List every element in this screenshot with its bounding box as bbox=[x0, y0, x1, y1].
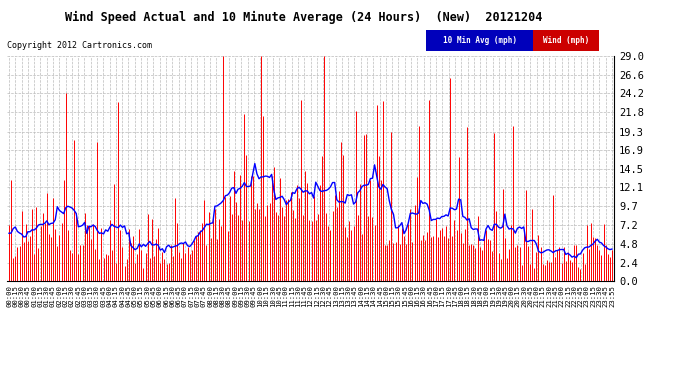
Text: Wind Speed Actual and 10 Minute Average (24 Hours)  (New)  20121204: Wind Speed Actual and 10 Minute Average … bbox=[65, 11, 542, 24]
Text: Wind (mph): Wind (mph) bbox=[543, 36, 589, 45]
Text: Copyright 2012 Cartronics.com: Copyright 2012 Cartronics.com bbox=[7, 41, 152, 50]
Text: 10 Min Avg (mph): 10 Min Avg (mph) bbox=[443, 36, 517, 45]
